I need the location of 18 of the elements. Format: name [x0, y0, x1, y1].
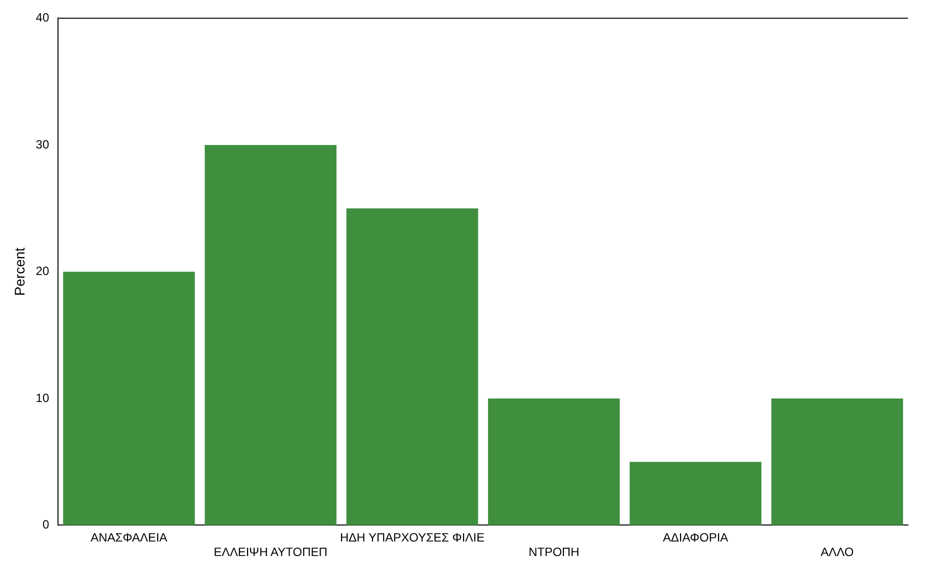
bar	[63, 272, 195, 526]
y-axis-title: Percent	[11, 247, 28, 296]
x-tick-label: ΝΤΡΟΠΗ	[528, 545, 580, 560]
y-tick-label: 40	[36, 10, 50, 25]
bar	[630, 462, 762, 526]
y-tick-label: 0	[42, 518, 50, 532]
y-tick-label: 20	[36, 264, 50, 278]
y-tick-label: 10	[36, 390, 50, 405]
bar	[346, 208, 478, 526]
y-tick-label: 30	[36, 137, 50, 152]
bar	[488, 398, 620, 526]
x-tick-label: ΗΔΗ ΥΠΑΡΧΟΥΣΕΣ ΦΙΛΙΕ	[340, 530, 485, 545]
x-tick-label: ΕΛΛΕΙΨΗ ΑΥΤΟΠΕΠ	[214, 545, 328, 560]
x-tick-label: ΑΔΙΑΦΟΡΙΑ	[662, 530, 728, 545]
x-tick-label: ΑΝΑΣΦΑΛΕΙΑ	[90, 530, 168, 545]
x-tick-label: ΑΛΛΟ	[820, 545, 854, 560]
bar	[204, 144, 336, 526]
bar	[771, 398, 904, 526]
